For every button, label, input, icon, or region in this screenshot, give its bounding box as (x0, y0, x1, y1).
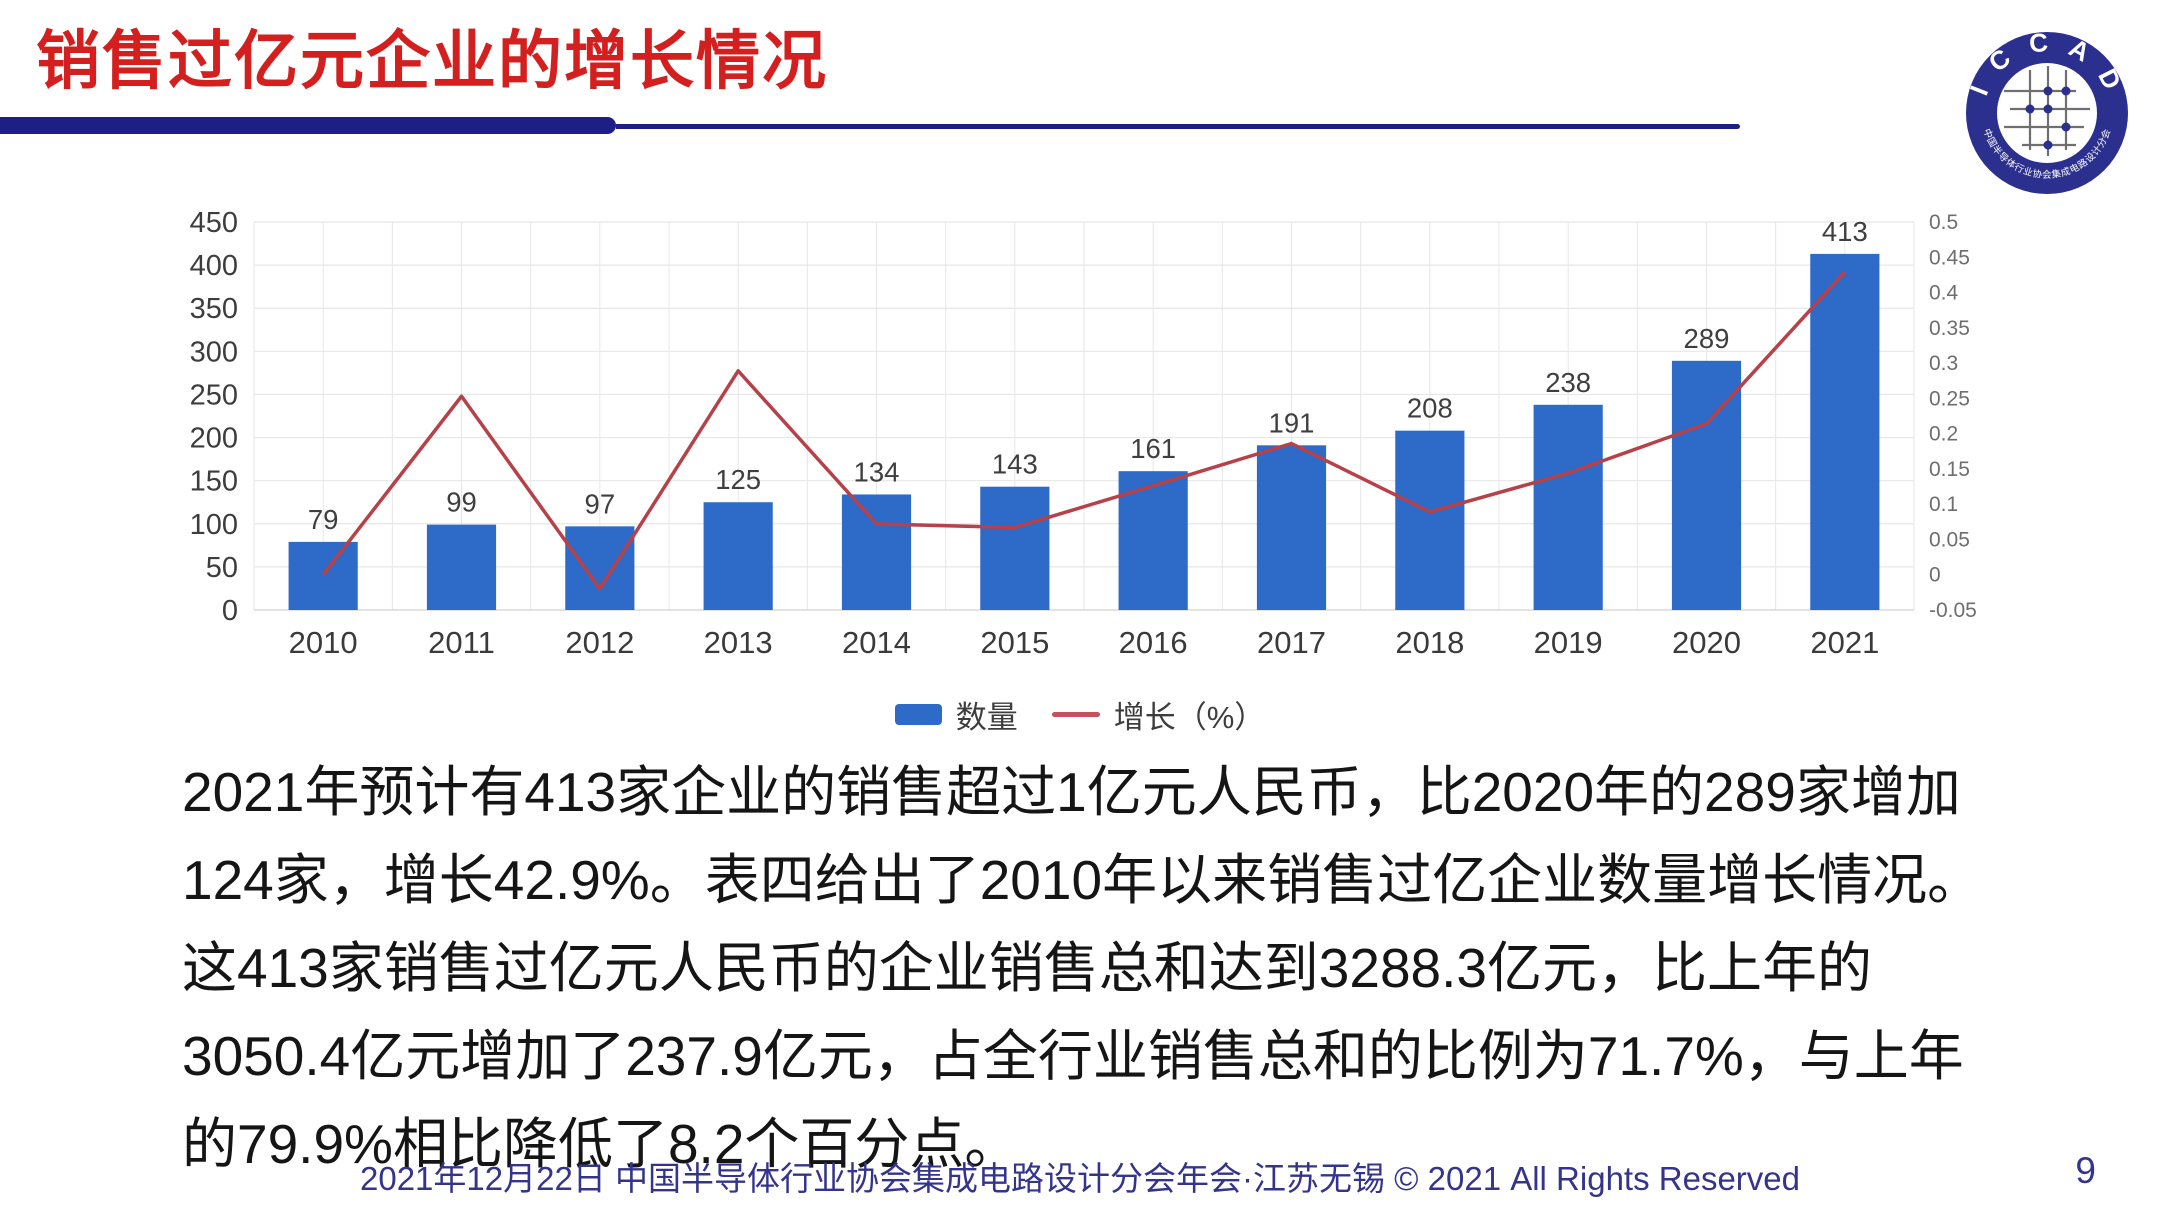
bar-value-label: 161 (1130, 433, 1176, 464)
x-axis-category-label: 2014 (842, 625, 911, 660)
bar (1671, 360, 1742, 610)
bar-value-label: 97 (585, 488, 616, 519)
body-line: 2021年预计有413家企业的销售超过1亿元人民币，比2020年的289家增加 (182, 761, 1961, 823)
body-paragraph: 2021年预计有413家企业的销售超过1亿元人民币，比2020年的289家增加 … (182, 748, 2012, 1188)
right-axis-tick-label: 0.4 (1929, 282, 1959, 305)
left-axis-tick-label: 150 (190, 466, 238, 498)
growth-line (321, 270, 1847, 591)
bar (841, 494, 912, 610)
x-axis-category-label: 2015 (980, 625, 1049, 660)
right-axis-tick-label: 0.45 (1929, 246, 1970, 269)
page-number: 9 (2075, 1150, 2096, 1191)
legend-bar-label: 数量 (955, 700, 1018, 735)
bar-value-label: 238 (1545, 367, 1591, 398)
x-axis-category-label: 2018 (1395, 625, 1464, 660)
x-axis-category-label: 2021 (1810, 625, 1879, 660)
legend-line-swatch (1051, 712, 1100, 717)
bar (1533, 404, 1603, 610)
bar (288, 541, 358, 610)
body-line: 124家，增长42.9%。表四给出了2010年以来销售过亿企业数量增长情况。 (182, 849, 1983, 911)
left-axis-tick-label: 100 (190, 509, 238, 541)
x-axis-category-label: 2011 (428, 625, 495, 660)
bar (980, 486, 1050, 610)
iccad-logo: I C C A D 中国半导体行业协会集成电路设计分会 (1964, 28, 2128, 194)
growth-chart: 0 50 100 150 200 250 300 350 400 450 0.5 0.45 0.4 0.3… (190, 207, 1977, 660)
bar-value-label: 134 (854, 456, 900, 487)
chart-area: 0 50 100 150 200 250 300 350 400 450 0.5 0.45 0.4 0.3… (150, 200, 1990, 680)
right-axis-tick-label: 0.5 (1929, 211, 1958, 234)
bar-value-label: 191 (1269, 407, 1315, 438)
left-axis-tick-label: 0 (222, 595, 238, 627)
logo-grid-dots (2025, 86, 2071, 150)
bar (426, 524, 497, 610)
legend-bar-swatch (894, 704, 942, 725)
bar (1810, 253, 1880, 610)
legend-line-label: 增长（%） (1113, 700, 1266, 735)
body-line: 3050.4亿元增加了237.9亿元，占全行业销售总和的比例为71.7%，与上年 (182, 1025, 1964, 1087)
right-axis-tick-label: 0.2 (1929, 423, 1958, 446)
x-axis-category-label: 2017 (1257, 625, 1326, 660)
header-rule-thin (616, 124, 1740, 129)
bar-value-label: 99 (446, 487, 477, 518)
bar (703, 502, 773, 610)
left-axis-tick-label: 50 (206, 552, 238, 584)
bar-value-label: 79 (308, 504, 339, 535)
left-axis-tick-label: 350 (190, 293, 238, 325)
page-title: 销售过亿元企业的增长情况 (36, 25, 828, 97)
bar-value-label: 143 (992, 449, 1038, 480)
right-axis-tick-label: 0.15 (1929, 458, 1970, 481)
right-axis-tick-label: -0.05 (1929, 599, 1977, 622)
right-axis-tick-label: 0 (1929, 564, 1941, 587)
right-axis-tick-label: 0.05 (1929, 528, 1970, 551)
x-axis-category-label: 2010 (289, 625, 358, 660)
left-axis-tick-label: 300 (190, 336, 238, 368)
right-axis-tick-label: 0.1 (1929, 493, 1958, 516)
header-rule-thick (0, 117, 616, 134)
body-line: 的79.9%相比降低了8.2个百分点。 (182, 1113, 1020, 1175)
chart-legend: 数量 增长（%） (0, 692, 2160, 737)
bar-value-label: 125 (715, 464, 761, 495)
right-axis-tick-label: 0.35 (1929, 317, 1970, 340)
left-axis-tick-label: 250 (190, 379, 238, 411)
right-axis-tick-label: 0.3 (1929, 352, 1958, 375)
body-line: 这413家销售过亿元人民币的企业销售总和达到3288.3亿元，比上年的 (182, 937, 1872, 999)
x-axis-category-label: 2016 (1119, 625, 1188, 660)
bar (565, 526, 635, 610)
x-axis-category-label: 2012 (565, 625, 634, 660)
bar-value-label: 289 (1684, 323, 1730, 354)
left-axis-tick-label: 200 (190, 423, 238, 455)
bar-value-label: 208 (1407, 393, 1453, 424)
right-axis-tick-label: 0.25 (1929, 387, 1970, 410)
x-axis-category-label: 2019 (1534, 625, 1603, 660)
bar (1256, 445, 1327, 610)
left-axis-tick-label: 450 (190, 207, 238, 239)
left-axis-tick-label: 400 (190, 250, 238, 282)
x-axis-category-label: 2013 (704, 625, 773, 660)
bar (1395, 430, 1465, 610)
bar-value-label: 413 (1822, 216, 1868, 247)
x-axis-category-label: 2020 (1672, 625, 1741, 660)
footer-text: 2021年12月22日 中国半导体行业协会集成电路设计分会年会·江苏无锡 © 2… (360, 1160, 1800, 1197)
